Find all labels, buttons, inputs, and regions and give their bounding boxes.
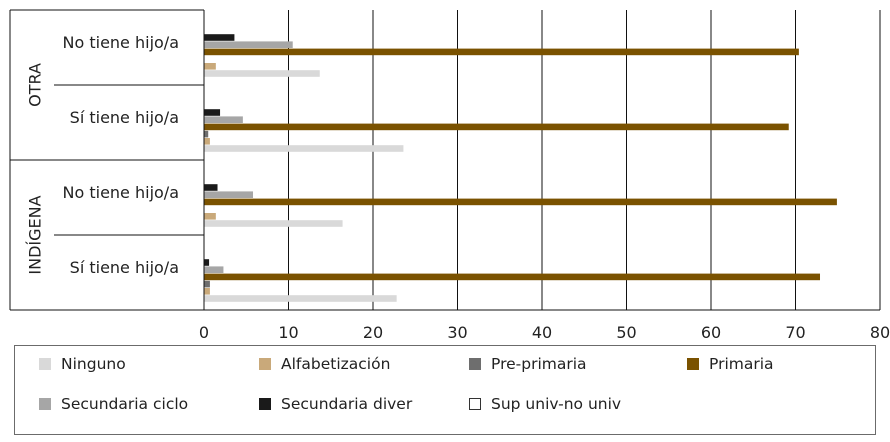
bar bbox=[204, 48, 799, 56]
x-tick-label: 40 bbox=[532, 323, 552, 342]
legend-swatch bbox=[469, 398, 481, 410]
bar bbox=[204, 295, 397, 302]
bar bbox=[204, 266, 224, 273]
row-label: No tiene hijo/a bbox=[63, 183, 180, 202]
bar bbox=[204, 220, 343, 227]
bar bbox=[204, 198, 837, 206]
bar bbox=[204, 109, 221, 116]
legend-label: Pre-primaria bbox=[491, 355, 587, 373]
bar bbox=[204, 259, 210, 266]
x-tick-label: 10 bbox=[278, 323, 298, 342]
bar bbox=[204, 41, 293, 48]
bar bbox=[204, 273, 821, 281]
y-axis-labels: No tiene hijo/a Sí tiene hijo/a OTRA No tie… bbox=[26, 33, 180, 277]
x-tick-label: 30 bbox=[447, 323, 467, 342]
legend-label: Primaria bbox=[709, 355, 774, 373]
legend-swatch bbox=[469, 358, 481, 370]
axes bbox=[9, 9, 880, 311]
bar bbox=[204, 123, 789, 131]
bar bbox=[204, 130, 209, 138]
legend: Ninguno Alfabetización Pre-primaria Primari… bbox=[14, 345, 876, 435]
legend-label: Alfabetización bbox=[281, 355, 391, 373]
bar bbox=[204, 70, 320, 77]
x-tick-label: 70 bbox=[785, 323, 805, 342]
legend-label: Secundaria ciclo bbox=[61, 395, 189, 413]
legend-label: Sup univ-no univ bbox=[491, 395, 622, 413]
legend-item: Secundaria diver bbox=[259, 395, 412, 413]
bar bbox=[204, 184, 218, 191]
legend-item: Pre-primaria bbox=[469, 355, 587, 373]
legend-item: Primaria bbox=[687, 355, 774, 373]
row-label: Sí tiene hijo/a bbox=[70, 108, 179, 127]
legend-item: Alfabetización bbox=[259, 355, 390, 373]
legend-label: Ninguno bbox=[61, 355, 126, 373]
bar bbox=[204, 63, 216, 70]
legend-swatch bbox=[259, 398, 271, 410]
legend-swatch bbox=[687, 358, 699, 370]
bar bbox=[204, 116, 243, 123]
bar-chart: No tiene hijo/a Sí tiene hijo/a OTRA No tie… bbox=[9, 9, 890, 342]
bar bbox=[204, 145, 404, 152]
legend-item: Ninguno bbox=[39, 355, 126, 373]
legend-swatch bbox=[39, 358, 51, 370]
legend-swatch bbox=[259, 358, 271, 370]
bar bbox=[204, 213, 216, 220]
x-axis-tick-labels: 0 10 20 30 40 50 60 70 80 bbox=[199, 323, 890, 342]
bar bbox=[204, 138, 210, 145]
bar bbox=[204, 34, 235, 41]
group-label: OTRA bbox=[26, 63, 45, 107]
x-tick-label: 20 bbox=[363, 323, 383, 342]
row-label: Sí tiene hijo/a bbox=[70, 258, 179, 277]
x-tick-label: 60 bbox=[701, 323, 721, 342]
bar bbox=[204, 280, 210, 288]
legend-label: Secundaria diver bbox=[281, 395, 413, 413]
x-tick-label: 0 bbox=[199, 323, 209, 342]
legend-item: Secundaria ciclo bbox=[39, 395, 188, 413]
legend-item: Sup univ-no univ bbox=[469, 395, 621, 413]
gridlines bbox=[288, 10, 881, 310]
x-tick-label: 50 bbox=[616, 323, 636, 342]
group-label: INDÍGENA bbox=[26, 195, 45, 274]
bar bbox=[204, 288, 210, 295]
row-label: No tiene hijo/a bbox=[63, 33, 180, 52]
legend-swatch bbox=[39, 398, 51, 410]
bar bbox=[204, 191, 254, 198]
x-tick-label: 80 bbox=[870, 323, 890, 342]
bars bbox=[204, 34, 837, 302]
